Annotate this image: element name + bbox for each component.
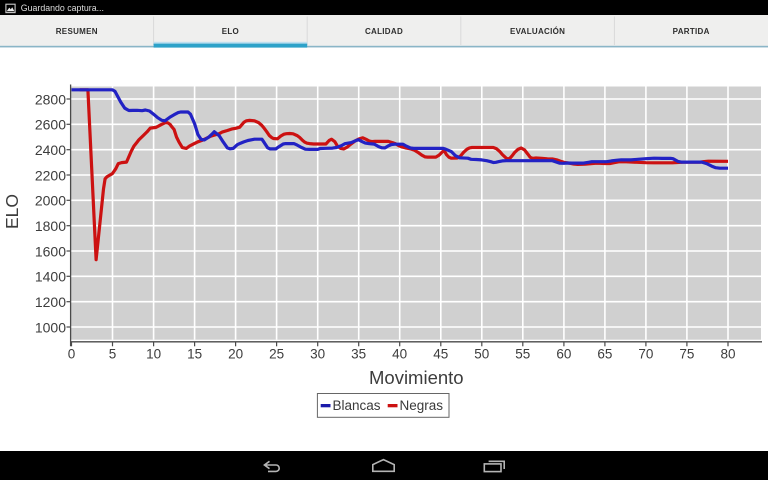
svg-text:80: 80 [720,347,735,362]
svg-text:ELO: ELO [222,27,239,36]
svg-text:Blancas: Blancas [333,398,381,413]
svg-text:1000: 1000 [35,319,66,335]
svg-text:0: 0 [68,347,76,362]
svg-text:Negras: Negras [400,398,444,413]
svg-text:40: 40 [392,347,407,362]
svg-text:65: 65 [597,347,612,362]
svg-text:70: 70 [638,347,653,362]
svg-text:10: 10 [146,347,161,362]
svg-text:20: 20 [228,347,243,362]
svg-text:CALIDAD: CALIDAD [365,27,403,36]
svg-text:1600: 1600 [35,243,66,259]
svg-text:25: 25 [269,347,284,362]
svg-text:RESUMEN: RESUMEN [56,27,98,36]
svg-text:15: 15 [187,347,202,362]
svg-text:30: 30 [310,347,325,362]
svg-text:PARTIDA: PARTIDA [673,27,710,36]
svg-text:Movimiento: Movimiento [369,367,464,388]
svg-text:60: 60 [556,347,571,362]
svg-text:55: 55 [515,347,530,362]
svg-text:1400: 1400 [35,269,66,285]
svg-text:5: 5 [109,347,117,362]
svg-text:2200: 2200 [35,167,66,183]
svg-text:2000: 2000 [35,193,66,209]
svg-text:ELO: ELO [2,194,22,229]
svg-text:2800: 2800 [35,91,66,107]
svg-text:75: 75 [679,347,694,362]
svg-text:45: 45 [433,347,448,362]
svg-text:50: 50 [474,347,489,362]
svg-text:2600: 2600 [35,117,66,133]
svg-text:Guardando captura...: Guardando captura... [21,3,104,13]
svg-text:1800: 1800 [35,218,66,234]
svg-text:2400: 2400 [35,142,66,158]
svg-text:35: 35 [351,347,366,362]
svg-text:1200: 1200 [35,294,66,310]
svg-text:EVALUACIÓN: EVALUACIÓN [510,27,565,36]
